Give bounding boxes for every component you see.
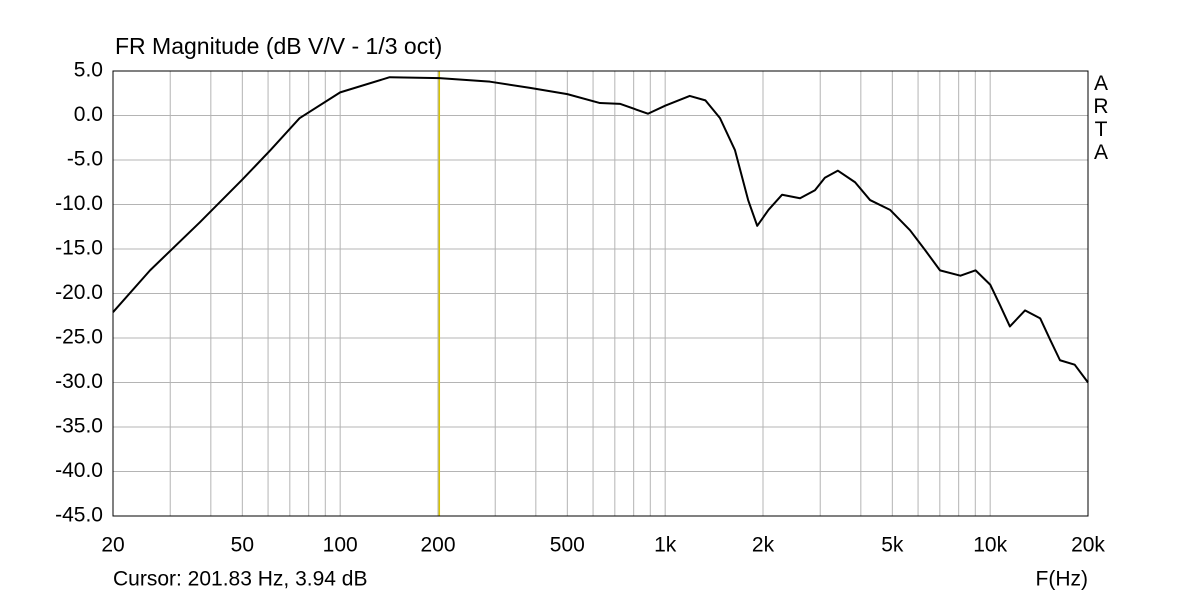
x-tick-label: 20 [101, 534, 124, 557]
y-tick-label: -5.0 [67, 148, 103, 171]
y-tick-label: -35.0 [55, 415, 103, 438]
x-tick-label: 20k [1071, 534, 1105, 557]
y-tick-label: 5.0 [74, 59, 103, 82]
y-tick-label: -40.0 [55, 459, 103, 482]
y-tick-label: -10.0 [55, 192, 103, 215]
y-tick-label: 0.0 [74, 103, 103, 126]
y-tick-label: -15.0 [55, 237, 103, 260]
y-tick-label: -45.0 [55, 504, 103, 527]
x-tick-label: 5k [881, 534, 904, 557]
y-tick-label: -25.0 [55, 326, 103, 349]
x-tick-label: 50 [231, 534, 254, 557]
cursor-readout: Cursor: 201.83 Hz, 3.94 dB [113, 568, 367, 591]
y-tick-label: -20.0 [55, 281, 103, 304]
x-tick-label: 100 [323, 534, 358, 557]
plot-frame [112, 70, 1089, 517]
fr-curve [112, 76, 1089, 384]
watermark: ARTA [1090, 72, 1113, 164]
x-axis-label: F(Hz) [1036, 568, 1088, 591]
x-tick-label: 2k [752, 534, 775, 557]
chart-title: FR Magnitude (dB V/V - 1/3 oct) [115, 33, 442, 59]
x-tick-label: 200 [420, 534, 455, 557]
x-tick-label: 10k [973, 534, 1007, 557]
x-tick-label: 500 [550, 534, 585, 557]
y-tick-label: -30.0 [55, 370, 103, 393]
x-tick-label: 1k [654, 534, 677, 557]
